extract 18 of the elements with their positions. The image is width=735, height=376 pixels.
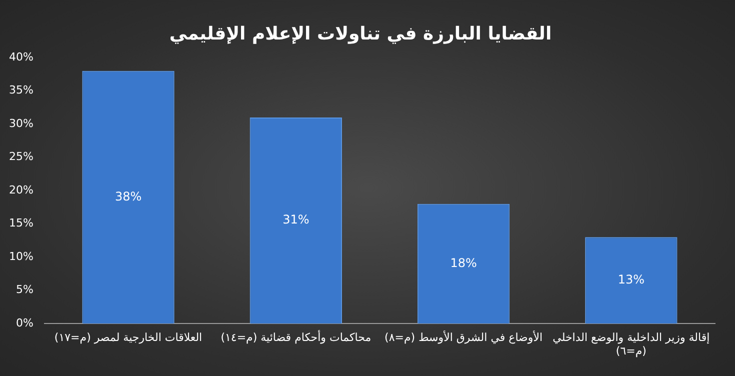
- y-tick-label: 35%: [8, 84, 34, 97]
- data-label: 31%: [282, 212, 310, 227]
- y-tick-label: 25%: [8, 150, 34, 164]
- y-tick-label: 30%: [8, 116, 34, 130]
- x-tick-label: الأوضاع في الشرق الأوسط (م=٨): [384, 330, 543, 344]
- x-tick-label: محاكمات وأحكام قضائية (م=١٤): [220, 330, 372, 344]
- y-tick-label: 0%: [16, 316, 34, 330]
- data-label: 38%: [114, 189, 142, 204]
- chart-title: القضايا البارزة في تناولات الإعلام الإقليمي: [169, 23, 552, 44]
- y-tick-label: 5%: [16, 283, 34, 296]
- x-tick-label: إقالة وزير الداخلية والوضع الداخلي (م=٦): [552, 331, 710, 358]
- y-tick-label: 40%: [8, 50, 34, 64]
- y-tick-label: 20%: [8, 183, 34, 196]
- data-label: 18%: [450, 256, 477, 270]
- y-tick-label: 10%: [8, 250, 34, 263]
- data-label: 13%: [618, 272, 645, 286]
- x-tick-label: العلاقات الخارجية لمصر (م=١٧): [54, 331, 202, 344]
- y-tick-label: 15%: [8, 216, 34, 230]
